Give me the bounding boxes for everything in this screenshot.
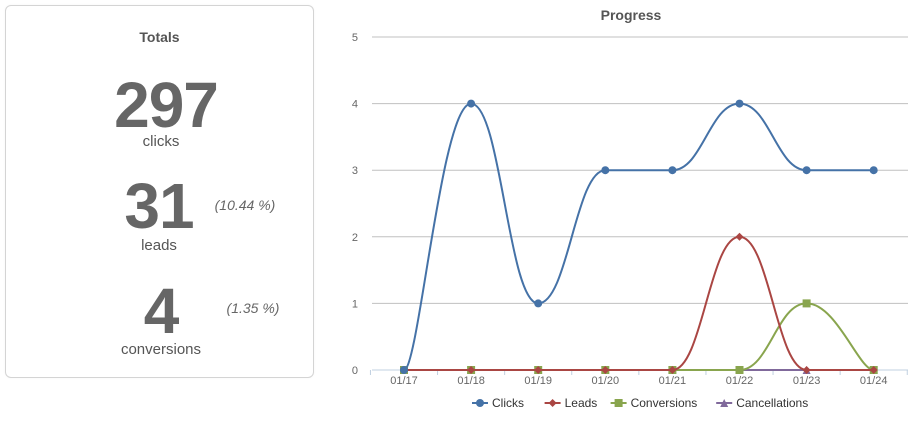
y-tick-label: 3 [352,165,358,177]
conversions-label: conversions [120,341,202,358]
conversions-point [735,366,744,374]
clicks-point [467,99,476,108]
clicks-point [400,366,408,374]
legend-item-clicks: Clicks [472,396,524,410]
x-tick-label: 01/20 [592,375,620,387]
leads-point [802,366,811,374]
legend-marker [548,399,557,407]
totals-title: Totals [139,29,180,45]
legend-item-conversions: Conversions [610,396,698,410]
leads-value: 31 [124,170,194,242]
conversions-series [400,299,878,374]
legend-marker [614,399,623,407]
leads-point [735,232,744,241]
conversions-line [403,302,875,372]
x-tick-label: 01/22 [726,375,754,387]
totals-panel: Totals 297 clicks 31 (10.44 %) leads 4 (… [5,5,314,378]
conversions-value: 4 [143,275,180,347]
x-tick-label: 01/24 [860,375,888,387]
legend-label: Leads [565,396,598,410]
clicks-line [403,102,874,371]
clicks-series [400,99,878,374]
conversions-point [802,299,811,308]
chart-title: Progress [601,7,662,23]
y-tick-label: 5 [352,32,358,44]
y-tick-label: 2 [352,232,358,244]
conversions-percentage: (1.35 %) [226,300,280,316]
clicks-point [869,166,878,175]
x-tick-label: 01/18 [457,375,485,387]
legend-marker [476,399,484,407]
y-tick-label: 4 [352,99,358,111]
leads-point [601,366,610,374]
y-tick-label: 1 [352,298,358,310]
clicks-value: 297 [114,69,219,141]
progress-chart: Progress 0 1 2 3 4 5 01/17 01/18 01/19 01/20 01/21… [330,0,910,418]
clicks-point [601,166,610,175]
legend-marker [720,399,729,407]
chart-legend: Clicks Leads Conversions Cancellations [472,396,808,410]
x-tick-label: 01/23 [793,375,821,387]
legend-label: Conversions [631,396,698,410]
clicks-point [802,166,811,175]
clicks-point [668,166,677,175]
leads-point [467,366,476,374]
clicks-point [534,299,543,308]
x-tick-label: 01/17 [390,375,418,387]
leads-percentage: (10.44 %) [214,197,276,213]
legend-label: Clicks [492,396,524,410]
progress-chart-svg: Progress 0 1 2 3 4 5 01/17 01/18 01/19 01/20 01/21… [352,7,908,410]
clicks-point [735,99,744,108]
legend-label: Cancellations [736,396,808,410]
y-tick-label: 0 [352,365,358,377]
leads-label: leads [141,237,177,254]
leads-point [668,366,677,374]
x-tick-label: 01/21 [659,375,687,387]
legend-item-cancellations: Cancellations [716,396,808,410]
x-tick-label: 01/19 [524,375,552,387]
legend-item-leads: Leads [544,396,598,410]
leads-point [869,366,878,374]
leads-point [534,366,543,374]
clicks-label: clicks [142,133,180,150]
